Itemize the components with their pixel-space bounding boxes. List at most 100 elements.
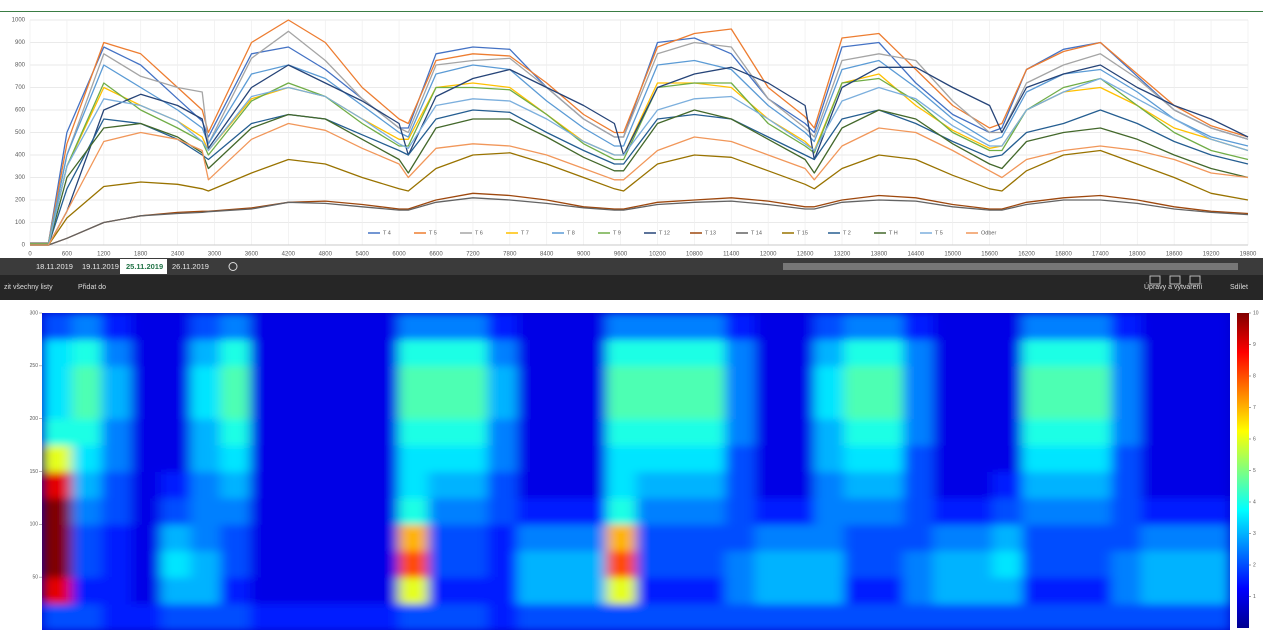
heatmap-cell: [1081, 497, 1112, 525]
heatmap-cell: [487, 418, 518, 446]
heatmap-cell: [42, 418, 73, 446]
legend-label: T 7: [521, 230, 529, 236]
heatmap-cell: [695, 418, 726, 446]
heatmap-cell: [487, 577, 518, 605]
heatmap-cell: [992, 577, 1023, 605]
heatmap-cell: [1170, 339, 1201, 367]
y-tick-label: 100: [15, 220, 26, 226]
heatmap-cell: [101, 577, 132, 605]
heatmap-cell: [101, 524, 132, 552]
heatmap-cell: [249, 603, 281, 630]
heatmap-cell: [546, 497, 578, 525]
heatmap-cell: [962, 339, 993, 367]
heatmap-cell: [903, 603, 934, 630]
heatmap-cell: [843, 418, 875, 446]
heatmap-cell: [517, 392, 548, 420]
view-icon[interactable]: [1169, 275, 1181, 285]
heatmap-cell: [903, 418, 934, 446]
heatmap-cell: [1081, 524, 1112, 552]
heatmap-cell: [873, 445, 904, 472]
heatmap-cell: [843, 577, 875, 605]
heatmap-cell: [962, 392, 993, 420]
heatmap-cell: [636, 603, 667, 630]
heatmap-cell: [1081, 445, 1112, 472]
toolbar-item[interactable]: Přidat do: [78, 284, 106, 291]
toolbar-item[interactable]: Sdílet: [1230, 284, 1248, 291]
scrollbar[interactable]: [783, 263, 1238, 270]
heatmap-cell: [843, 471, 875, 499]
heatmap-cell: [309, 524, 340, 552]
heatmap-cell: [1022, 550, 1053, 578]
sheet-tab[interactable]: 25.11.2019: [126, 262, 163, 271]
y-tick-label: 200: [30, 416, 39, 422]
add-sheet[interactable]: [228, 262, 238, 271]
heatmap-cell: [636, 577, 667, 605]
heatmap-cell: [636, 471, 667, 499]
heatmap-cell: [487, 524, 518, 552]
heatmap-cell: [606, 313, 637, 340]
heatmap-cell: [487, 445, 518, 472]
view-icon[interactable]: [1149, 275, 1161, 285]
sheet-tab[interactable]: 18.11.2019: [36, 262, 73, 271]
heatmap-cell: [457, 365, 488, 393]
heatmap-cell: [220, 392, 251, 420]
active-tab[interactable]: [120, 259, 167, 274]
heatmap-cell: [249, 550, 281, 578]
sheet-tab[interactable]: 26.11.2019: [172, 262, 209, 271]
heatmap-cell: [1140, 339, 1172, 367]
colorbar-label: 7: [1253, 405, 1256, 411]
heatmap-cell: [279, 418, 310, 446]
legend-label: T 15: [797, 230, 808, 236]
heatmap-cell: [398, 603, 429, 630]
heatmap-cell: [636, 392, 667, 420]
view-icon[interactable]: [1189, 275, 1201, 285]
heatmap-cell: [1200, 603, 1230, 630]
heatmap-cell: [398, 471, 429, 499]
colorbar-label: 3: [1253, 531, 1256, 537]
heatmap-cell: [992, 418, 1023, 446]
heatmap-cell: [903, 577, 934, 605]
heatmap-cell: [1200, 497, 1230, 525]
heatmap-cell: [428, 471, 459, 499]
heatmap-cell: [1140, 418, 1172, 446]
heatmap-cell: [695, 365, 726, 393]
heatmap-cell: [71, 418, 102, 446]
heatmap-cell: [1111, 418, 1142, 446]
heatmap-cell: [784, 603, 815, 630]
heatmap-cell: [754, 497, 785, 525]
heatmap-cell: [962, 418, 993, 446]
heatmap-cell: [754, 313, 785, 340]
x-tick-label: 12600: [797, 252, 814, 258]
heatmap-cell: [398, 524, 429, 552]
sheet-tab[interactable]: 19.11.2019: [82, 262, 119, 271]
x-tick-label: 12000: [760, 252, 777, 258]
toolbar: [0, 275, 1263, 300]
heatmap-cell: [249, 445, 281, 472]
heatmap-cell: [843, 550, 875, 578]
y-tick-label: 250: [30, 363, 39, 369]
toolbar-item[interactable]: Úpravy a vytváření: [1144, 282, 1202, 291]
heatmap-cell: [546, 418, 578, 446]
heatmap-cell: [428, 339, 459, 367]
heatmap-cell: [131, 313, 162, 340]
heatmap-cell: [1200, 313, 1230, 340]
heatmap-cell: [546, 524, 578, 552]
heatmap-cell: [1022, 471, 1053, 499]
x-tick-label: 600: [62, 252, 73, 258]
heatmap-cell: [725, 497, 756, 525]
toolbar-item[interactable]: zit všechny listy: [4, 284, 53, 291]
heatmap-cell: [665, 418, 696, 446]
heatmap-cell: [398, 392, 429, 420]
heatmap-cell: [962, 365, 993, 393]
heatmap-cell: [101, 497, 132, 525]
heatmap-cell: [1081, 550, 1112, 578]
heatmap-cell: [101, 418, 132, 446]
heatmap-cell: [220, 471, 251, 499]
heatmap-cell: [368, 603, 399, 630]
heatmap-cell: [1081, 313, 1112, 340]
line-chart: 0 100 200 300 400 500 600 700 800 900 1000 0 600 1200…: [12, 18, 1257, 258]
heatmap-cell: [249, 365, 281, 393]
heatmap-cell: [606, 577, 637, 605]
heatmap-cell: [42, 365, 73, 393]
heatmap-cell: [636, 365, 667, 393]
